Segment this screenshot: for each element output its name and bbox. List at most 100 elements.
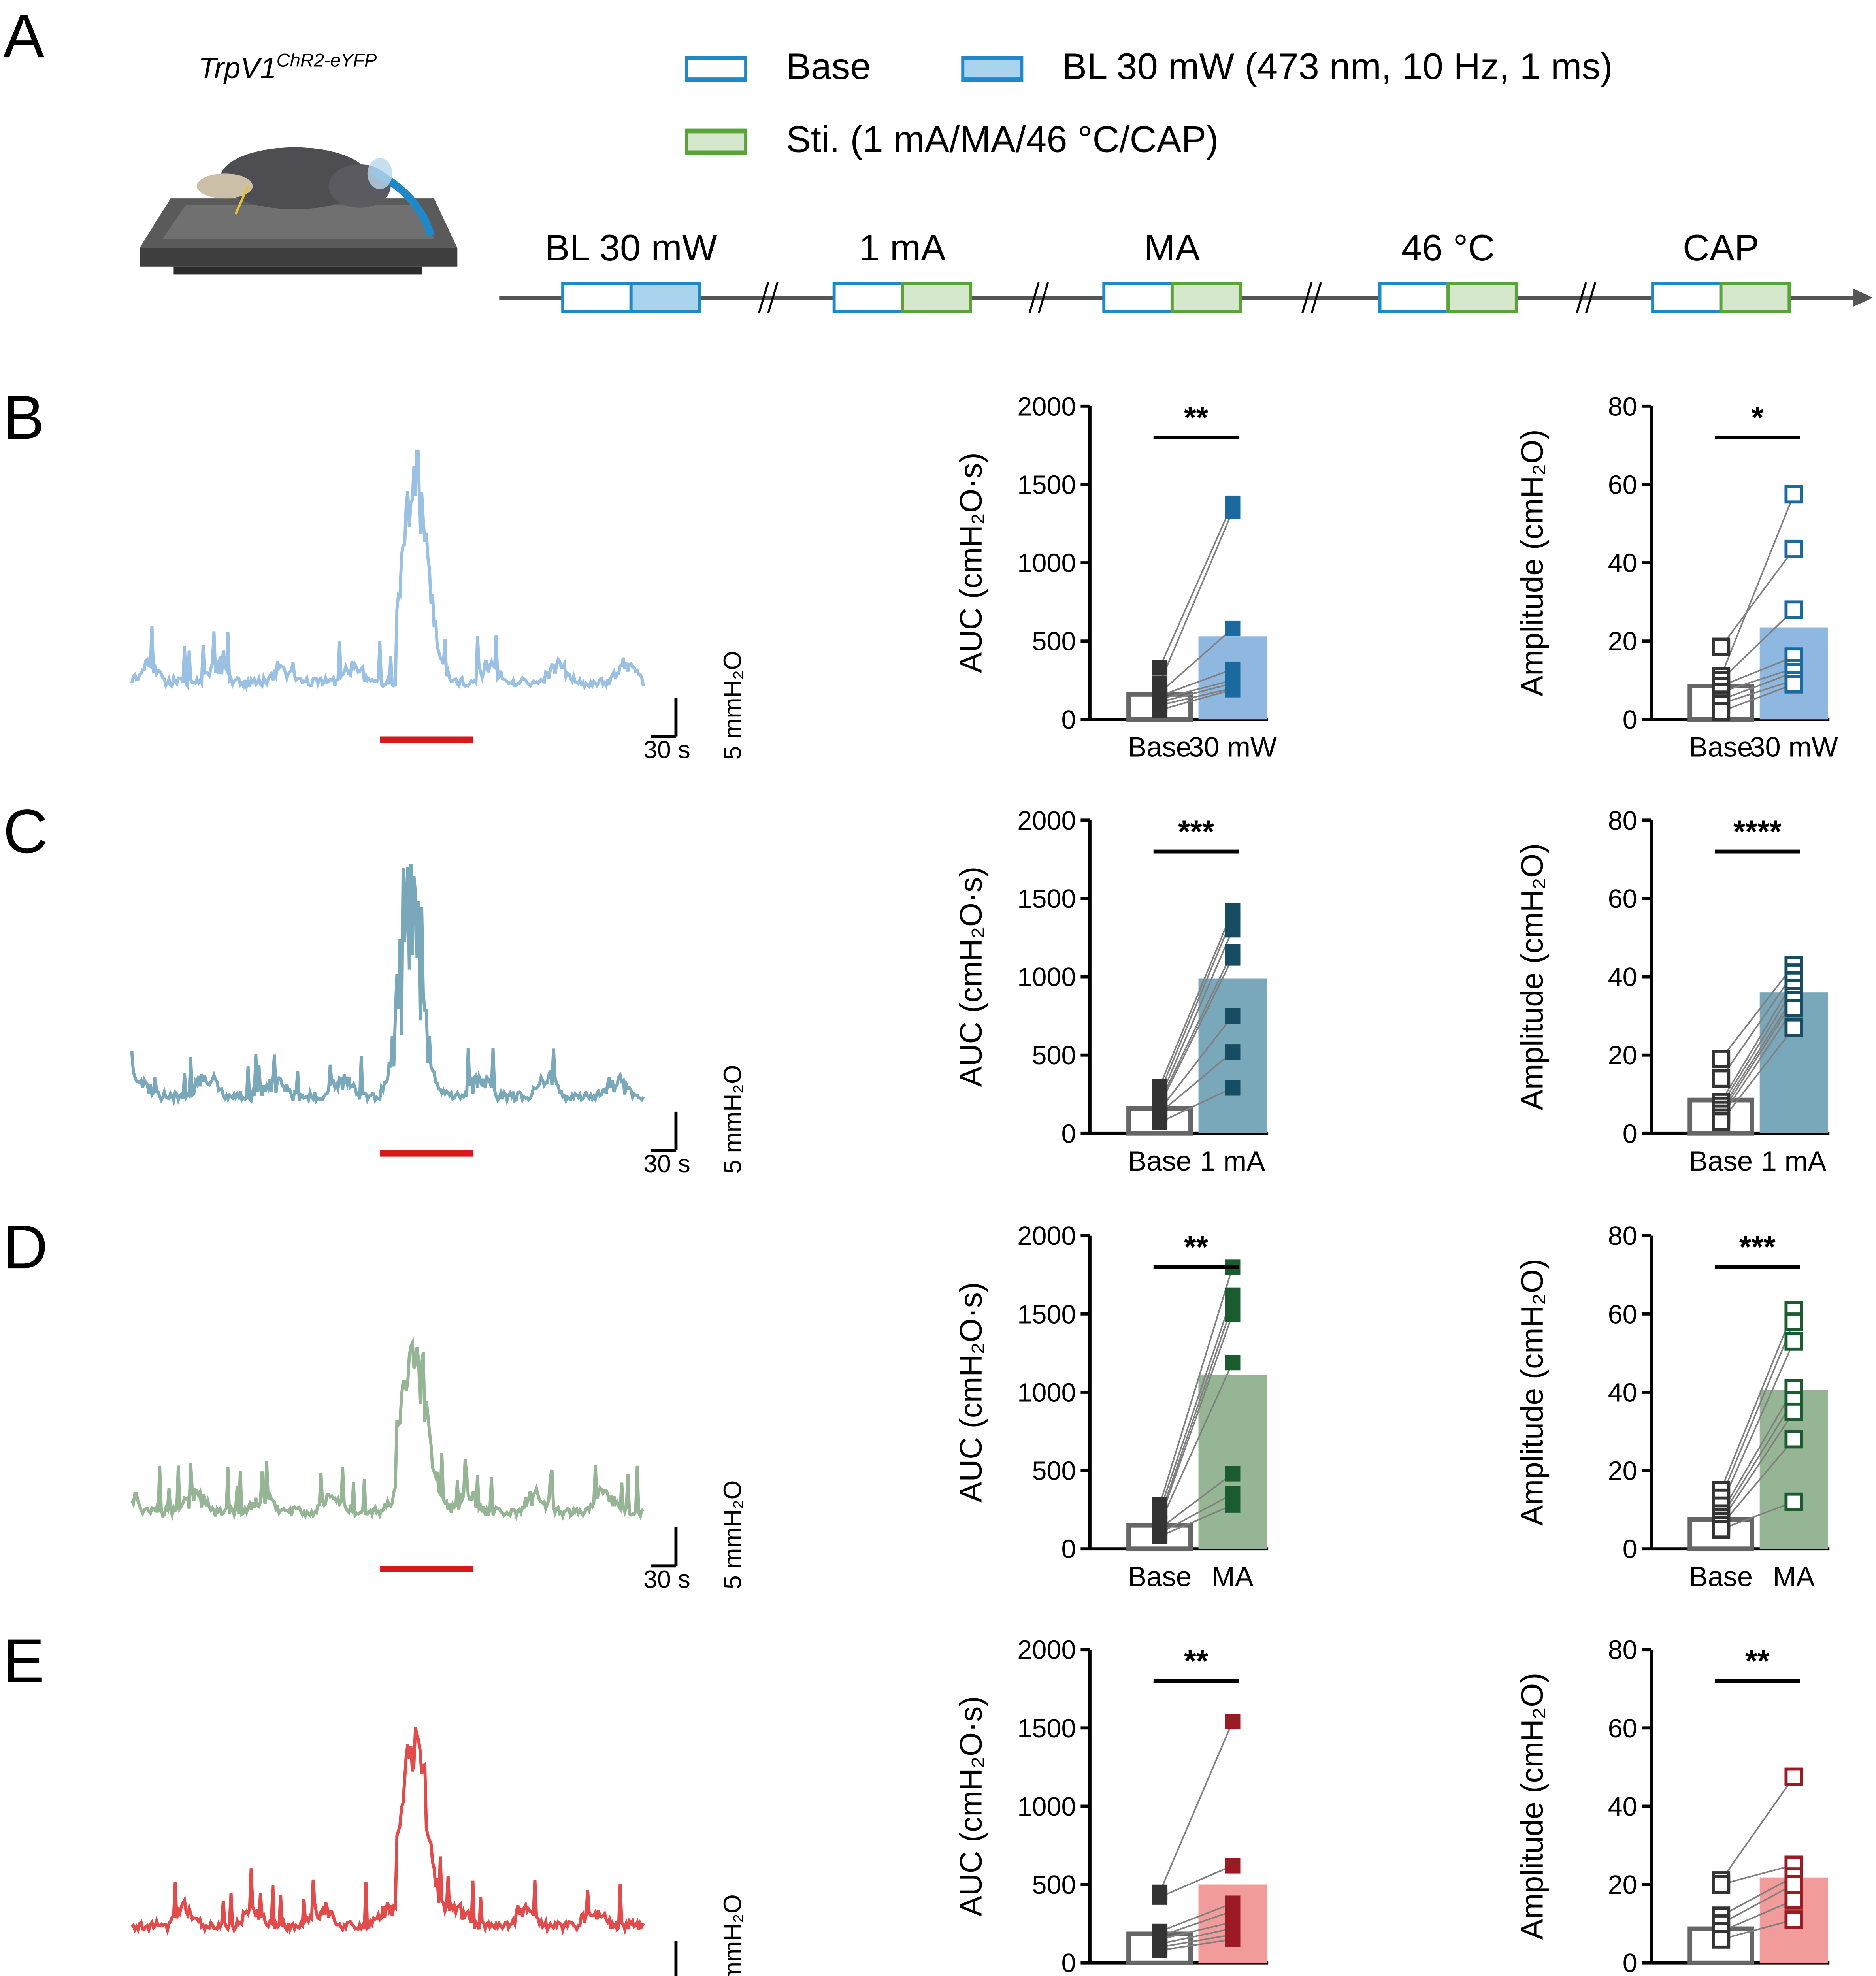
pressure-trace-c	[130, 864, 678, 1157]
data-point-stim	[1225, 1080, 1241, 1096]
paired-line	[1720, 999, 1795, 1114]
y-tick-label: 60	[1608, 1300, 1637, 1329]
bar-chart-auc-c: AUC (cmH₂O·s) 0 500 1000 1500 2000 *** Base 1 mA	[953, 806, 1269, 1177]
timeline-base-block	[1102, 282, 1174, 313]
data-point-stim	[1225, 1355, 1241, 1371]
x-tick-label: Base	[1128, 731, 1192, 762]
y-tick-label: 500	[1032, 627, 1076, 656]
trace-line	[130, 449, 645, 692]
x-tick-label: 30 mW	[1188, 731, 1277, 762]
data-point-stim	[1784, 1767, 1803, 1786]
paired-line	[1720, 1439, 1795, 1526]
data-point-base	[1152, 1114, 1168, 1130]
significance-label: *	[1752, 400, 1764, 435]
data-point-stim	[1784, 1910, 1803, 1929]
electrode-wire	[234, 185, 249, 215]
y-tick-label: 40	[1608, 1378, 1637, 1407]
y-tick-label: 0	[1623, 1119, 1637, 1148]
x-tick-label: MA	[1773, 1561, 1815, 1592]
y-tick-label: 0	[1623, 705, 1637, 735]
bar-stim	[1198, 1375, 1267, 1549]
paired-line	[1720, 980, 1795, 1103]
axis-break-icon	[1028, 282, 1040, 314]
axis-break-icon	[1310, 282, 1322, 314]
y-tick-label: 2000	[1017, 392, 1076, 421]
significance-label: ***	[1178, 814, 1214, 849]
y-tick-label: 80	[1608, 806, 1637, 835]
y-axis-label: Amplitude (cmH₂O)	[1514, 843, 1549, 1111]
timeline-stim-block	[1719, 282, 1791, 313]
paired-line	[1720, 494, 1795, 677]
data-point-stim	[1784, 485, 1803, 504]
data-point-base	[1152, 1942, 1168, 1958]
timeline-label: CAP	[1683, 227, 1759, 268]
y-tick-label: 500	[1032, 1870, 1076, 1900]
legend-swatch	[685, 128, 747, 155]
legend-label: Sti. (1 mA/MA/46 °C/CAP)	[786, 119, 1219, 162]
data-point-stim	[1225, 1466, 1241, 1482]
platform-foot	[173, 266, 422, 275]
paired-line	[1159, 1295, 1233, 1512]
paired-line	[1720, 1899, 1794, 1933]
genotype-main: TrpV1	[198, 53, 277, 86]
trace-line	[130, 864, 645, 1107]
y-tick-label: 60	[1608, 884, 1637, 914]
x-tick-label: Base	[1128, 1145, 1192, 1177]
x-tick-label: Base	[1689, 731, 1753, 762]
data-point-stim	[1784, 1875, 1803, 1894]
paired-line	[1159, 1504, 1233, 1537]
legend-swatch	[685, 56, 747, 82]
data-point-stim	[1784, 1402, 1803, 1422]
data-point-stim	[1784, 1018, 1803, 1037]
paired-line	[1721, 667, 1794, 693]
data-point-base	[1712, 1069, 1731, 1088]
y-axis-label: AUC (cmH₂O·s)	[953, 453, 988, 673]
data-point-stim	[1784, 539, 1803, 558]
paired-line	[1159, 1902, 1233, 1933]
y-tick-label: 1500	[1017, 1714, 1076, 1743]
mouse-on-platform-illustration	[140, 147, 458, 275]
paired-line	[1721, 1919, 1794, 1940]
scale-bar-pressure-label: 5 mmH₂O	[721, 650, 747, 760]
paired-line	[1159, 1910, 1233, 1937]
data-point-base	[1712, 1520, 1731, 1539]
axis-break-icon	[1576, 282, 1587, 314]
timeline-stim-block	[1446, 282, 1518, 313]
mouse-tail	[197, 173, 253, 199]
y-tick-label: 2000	[1017, 1636, 1076, 1665]
timeline-base-block	[1378, 282, 1450, 313]
x-tick-label: Base	[1689, 1561, 1753, 1592]
paired-line	[1160, 1934, 1233, 1948]
y-axis-label: AUC (cmH₂O·s)	[953, 1696, 988, 1917]
axis-break-icon	[1585, 282, 1597, 314]
significance-label: ***	[1739, 1229, 1776, 1264]
y-tick-label: 20	[1608, 1870, 1637, 1900]
paired-line	[1159, 929, 1233, 1099]
data-point-stim	[1784, 1332, 1803, 1351]
y-axis-label: Amplitude (cmH₂O)	[1514, 1259, 1549, 1526]
paired-line	[1720, 988, 1795, 1107]
data-point-stim	[1225, 1931, 1241, 1947]
y-tick-label: 80	[1608, 392, 1637, 421]
paired-line	[1159, 1051, 1233, 1114]
timeline-base-block	[832, 282, 904, 313]
axis-break-icon	[767, 282, 779, 314]
paired-line	[1720, 1776, 1795, 1881]
trace-line	[130, 1337, 645, 1522]
x-tick-label: Base	[1128, 1561, 1192, 1592]
data-point-stim	[1225, 1858, 1241, 1874]
y-tick-label: 2000	[1017, 1222, 1076, 1251]
bar-chart-amplitude-d: Amplitude (cmH₂O) 0 20 40 60 80 *** Base MA	[1514, 1222, 1830, 1592]
panel-label-b: B	[3, 384, 45, 453]
data-point-base	[1152, 1528, 1168, 1544]
y-tick-label: 1000	[1017, 549, 1076, 578]
paired-line	[1159, 1362, 1233, 1524]
timeline-label: MA	[1144, 227, 1200, 268]
y-tick-label: 20	[1608, 627, 1637, 656]
data-point-base	[1152, 660, 1168, 676]
y-tick-label: 0	[1061, 1535, 1076, 1564]
y-tick-label: 40	[1608, 1792, 1637, 1821]
significance-label: ****	[1733, 814, 1782, 849]
